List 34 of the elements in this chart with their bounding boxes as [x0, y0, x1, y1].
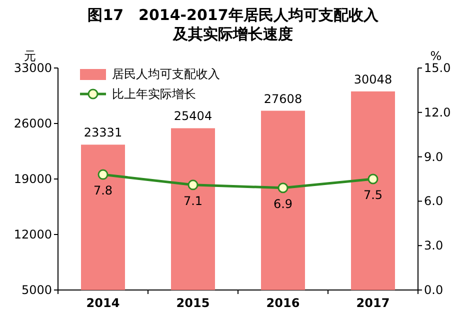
x-tick-label: 2017 — [356, 296, 390, 310]
y2-tick-label: 6.0 — [424, 194, 444, 208]
chart-subtitle: 及其实际增长速度 — [172, 25, 293, 43]
y2-axis-title: % — [430, 49, 442, 63]
chart-title: 图17 2014-2017年居民人均可支配收入 — [88, 6, 380, 24]
data-label: 23331 — [84, 126, 122, 140]
y-tick-label: 33000 — [14, 61, 52, 75]
data-label: 27608 — [264, 92, 302, 106]
legend-label: 居民人均可支配收入 — [112, 67, 220, 81]
data-label: 7.1 — [183, 194, 203, 208]
point — [278, 182, 288, 194]
point — [188, 180, 198, 190]
y2-tick-label: 9.0 — [424, 150, 444, 164]
x-tick-label: 2015 — [176, 296, 210, 310]
y2-tick-label: 15.0 — [424, 61, 451, 75]
data-label: 30048 — [354, 72, 392, 86]
x-tick-label: 2016 — [266, 296, 300, 310]
data-label: 25404 — [174, 109, 212, 124]
比上年实际增长: 7.8 7.1 6.9 7.5 — [93, 169, 383, 211]
y-tick-label: 19000 — [14, 172, 52, 186]
data-label: 7.5 — [363, 188, 383, 202]
y-axis-title: 元 — [24, 49, 36, 63]
y2-tick-label: 12.0 — [424, 105, 451, 120]
point — [368, 174, 378, 184]
data-label: 6.9 — [273, 196, 293, 211]
y-tick-label: 5000 — [21, 283, 52, 297]
y-tick-label: 12000 — [14, 228, 52, 242]
y-tick-label: 26000 — [14, 116, 52, 130]
x-tick-label: 2014 — [86, 296, 120, 310]
data-label: 7.8 — [93, 184, 113, 198]
legend-label: 比上年实际增长 — [112, 87, 196, 101]
point — [98, 169, 108, 180]
y2-tick-label: 3.0 — [424, 238, 444, 253]
y2-tick-label: 0.0 — [424, 283, 444, 297]
